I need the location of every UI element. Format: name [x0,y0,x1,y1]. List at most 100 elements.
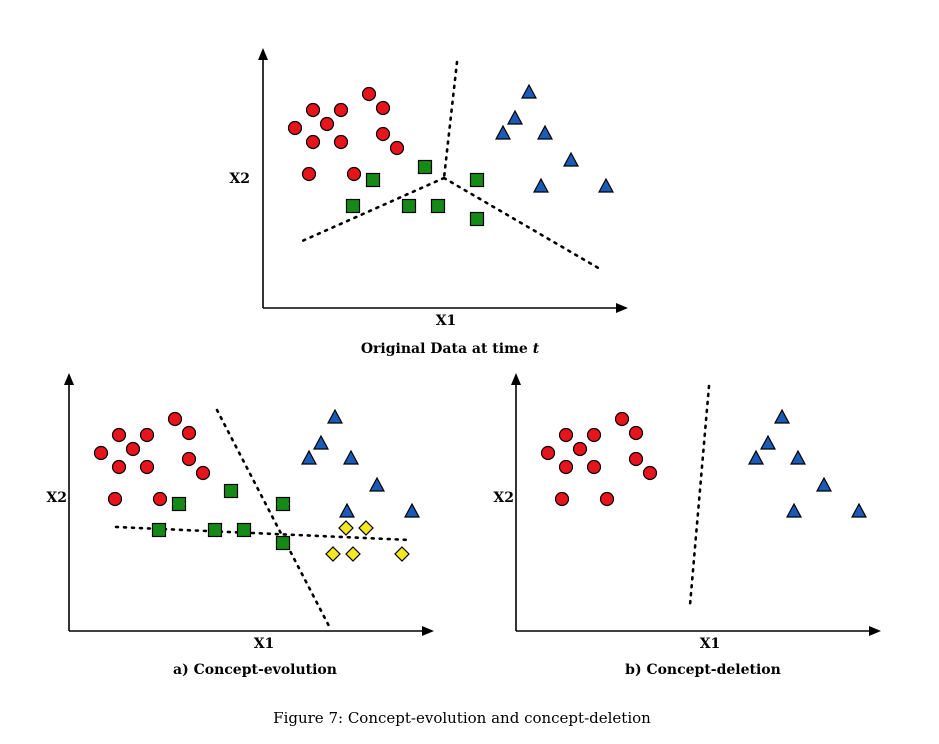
diamond-point [338,520,354,536]
circle-point [305,102,321,118]
circle-point [586,427,602,443]
triangle-point [785,502,803,518]
circle-point [614,411,630,427]
triangle-point [300,449,318,465]
y-axis-arrow-deletion [511,373,521,385]
circle-point [195,465,211,481]
circle-point [181,451,197,467]
circle-point [346,166,362,182]
triangle-point [815,476,833,492]
circle-point [107,491,123,507]
diamond-point [325,546,341,562]
decision-boundaries-original [298,60,602,271]
boundary-line [442,176,602,271]
boundary-line [215,408,332,630]
triangle-point [506,109,524,125]
square-point [207,522,223,538]
y-axis-label-evolution: X2 [46,490,67,506]
circle-point [599,491,615,507]
x-axis-arrow-deletion [869,626,881,636]
square-point [365,172,381,188]
circle-point [361,86,377,102]
y-axis-arrow-original [258,48,268,60]
triangle-point [850,502,868,518]
decision-boundaries-deletion [688,384,711,607]
circle-point [586,459,602,475]
square-point [151,522,167,538]
square-point [171,496,187,512]
circle-point [319,116,335,132]
square-point [469,211,485,227]
x-axis-label-evolution: X1 [254,636,275,652]
circle-point [111,427,127,443]
circle-point [333,102,349,118]
square-point [345,198,361,214]
circle-point [558,459,574,475]
circle-point [375,126,391,142]
circle-point [167,411,183,427]
triangle-point [747,449,765,465]
x-axis-label-deletion: X1 [700,636,721,652]
diamond-point [394,546,410,562]
circle-point [125,441,141,457]
circle-point [333,134,349,150]
triangle-point [562,151,580,167]
boundary-line [298,176,446,244]
triangle-point [494,124,512,140]
caption-deletion: b) Concept-deletion [625,662,781,678]
circle-point [375,100,391,116]
y-axis-arrow-evolution [64,373,74,385]
square-point [401,198,417,214]
circle-point [558,427,574,443]
triangle-point [520,83,538,99]
square-point [275,535,291,551]
circle-point [572,441,588,457]
square-point [275,496,291,512]
panel-evolution: X2 X1 a) Concept-evolution [46,373,434,678]
panel-original: X2 X1 Original Data at time t [229,48,628,357]
circle-point [181,425,197,441]
x-axis-arrow-original [616,303,628,313]
points-deletion [540,408,868,518]
circle-point [152,491,168,507]
points-original [287,83,615,227]
points-evolution [93,408,421,562]
boundary-line [442,60,459,180]
caption-evolution: a) Concept-evolution [173,662,337,678]
caption-original: Original Data at time t [361,341,540,357]
square-point [223,483,239,499]
diamond-point [358,520,374,536]
circle-point [139,459,155,475]
circle-point [554,491,570,507]
circle-point [301,166,317,182]
circle-point [139,427,155,443]
square-point [430,198,446,214]
triangle-point [536,124,554,140]
triangle-point [338,502,356,518]
diamond-point [345,546,361,562]
square-point [469,172,485,188]
square-point [236,522,252,538]
figure-caption: Figure 7: Concept-evolution and concept-… [273,709,651,727]
x-axis-arrow-evolution [422,626,434,636]
panel-deletion: X2 X1 b) Concept-deletion [493,373,881,678]
triangle-point [759,434,777,450]
y-axis-label-deletion: X2 [493,490,514,506]
caption-original-time-var: t [533,341,540,357]
triangle-point [789,449,807,465]
circle-point [111,459,127,475]
caption-original-text: Original Data at time [361,341,533,357]
triangle-point [312,434,330,450]
circle-point [642,465,658,481]
triangle-point [597,177,615,193]
circle-point [287,120,303,136]
circle-point [540,445,556,461]
square-point [417,159,433,175]
triangle-point [368,476,386,492]
circle-point [305,134,321,150]
x-axis-label-original: X1 [436,313,457,329]
circle-point [628,425,644,441]
triangle-point [773,408,791,424]
y-axis-label-original: X2 [229,171,250,187]
